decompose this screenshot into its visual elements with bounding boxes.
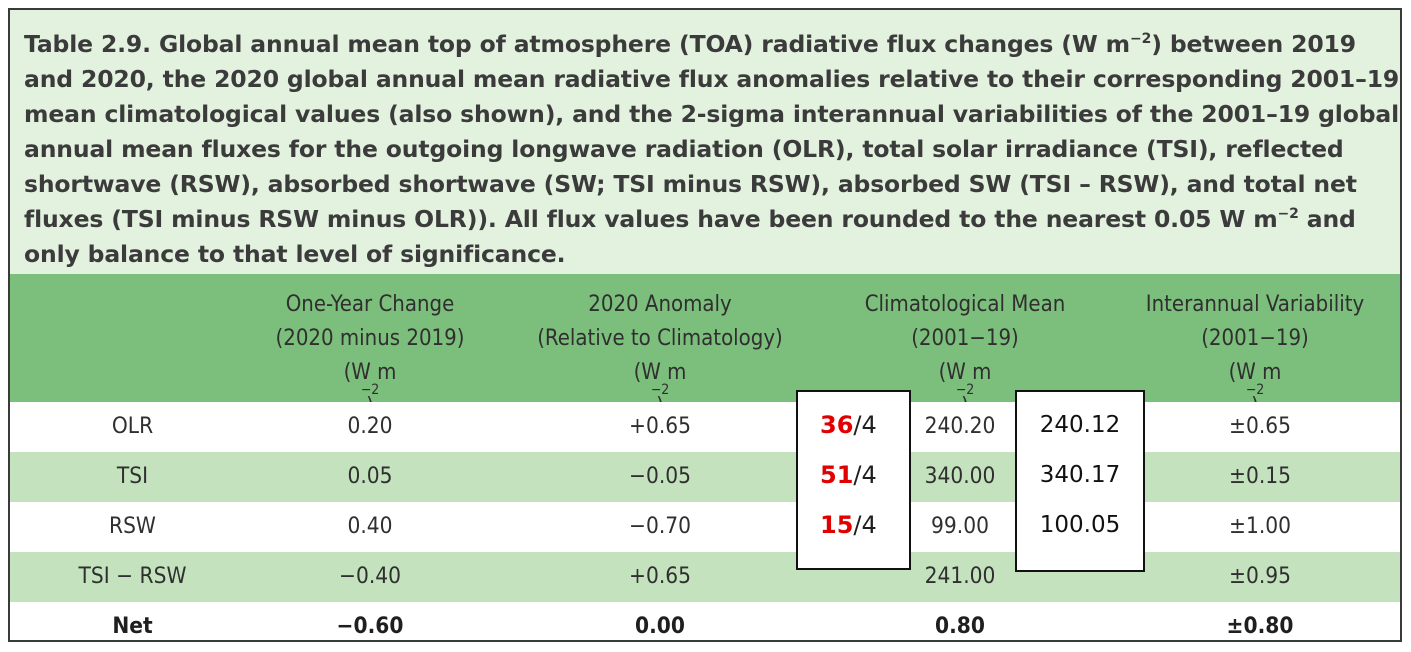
annotation-fraction: 15/4 bbox=[820, 511, 877, 539]
caption-line: only balance to that level of significan… bbox=[24, 240, 566, 268]
table-frame: Table 2.9. Global annual mean top of atm… bbox=[8, 8, 1402, 642]
cell-change: 0.05 bbox=[347, 464, 393, 489]
table-caption: Table 2.9. Global annual mean top of atm… bbox=[10, 10, 1400, 274]
cell-variability: ±0.95 bbox=[1228, 564, 1292, 589]
header-one-year-change: One-Year Change (2020 minus 2019) (W m −2… bbox=[220, 288, 520, 424]
annotation-denominator: /4 bbox=[853, 461, 877, 489]
caption-text: fluxes (TSI minus RSW minus OLR)). All f… bbox=[24, 205, 1278, 233]
table-row-net: Net −0.60 0.00 0.80 ±0.80 bbox=[10, 602, 1400, 640]
annotation-denominator: /4 bbox=[853, 411, 877, 439]
cell-anomaly: −0.70 bbox=[628, 514, 692, 539]
annotation-numerator: 51 bbox=[820, 461, 854, 489]
row-label: OLR bbox=[111, 414, 154, 439]
header-subtitle: (2001−19) bbox=[1201, 326, 1309, 351]
table-header: One-Year Change (2020 minus 2019) (W m −2… bbox=[10, 274, 1400, 419]
table-row-tsi-minus-rsw: TSI − RSW −0.40 +0.65 241.00 ±0.95 bbox=[10, 552, 1400, 602]
cell-variability: ±0.65 bbox=[1228, 414, 1292, 439]
cell-variability: ±0.80 bbox=[1226, 614, 1294, 639]
annotation-fraction: 51/4 bbox=[820, 461, 877, 489]
header-subtitle: (2001−19) bbox=[911, 326, 1019, 351]
caption-text: ) between 2019 bbox=[1151, 30, 1356, 58]
cell-mean: 99.00 bbox=[931, 514, 989, 539]
cell-change: −0.60 bbox=[336, 614, 404, 639]
annotation-handwritten-box: 240.12 340.17 100.05 bbox=[1015, 390, 1145, 572]
units-text: (W m bbox=[938, 360, 992, 385]
row-label: Net bbox=[112, 614, 153, 639]
annotation-value: 340.17 bbox=[1039, 462, 1121, 488]
cell-mean: 0.80 bbox=[935, 614, 985, 639]
caption-superscript: −2 bbox=[1130, 31, 1152, 47]
caption-text: Table 2.9. Global annual mean top of atm… bbox=[24, 30, 1131, 58]
cell-mean: 240.20 bbox=[924, 414, 996, 439]
cell-change: 0.20 bbox=[347, 414, 393, 439]
caption-line: fluxes (TSI minus RSW minus OLR)). All f… bbox=[24, 202, 1386, 237]
caption-text: and bbox=[1298, 205, 1356, 233]
annotation-numerator: 36 bbox=[820, 411, 854, 439]
annotation-fraction: 36/4 bbox=[820, 411, 877, 439]
cell-anomaly: 0.00 bbox=[635, 614, 685, 639]
table-row-olr: OLR 0.20 +0.65 240.20 ±0.65 bbox=[10, 402, 1400, 452]
caption-line: Table 2.9. Global annual mean top of atm… bbox=[24, 27, 1386, 62]
row-label: TSI bbox=[116, 464, 149, 489]
annotation-value: 100.05 bbox=[1039, 512, 1121, 538]
units-text: (W m bbox=[343, 360, 397, 385]
row-label: TSI − RSW bbox=[78, 564, 187, 589]
table-row-tsi: TSI 0.05 −0.05 340.00 ±0.15 bbox=[10, 452, 1400, 502]
header-subtitle: (2020 minus 2019) bbox=[275, 326, 465, 351]
cell-anomaly: −0.05 bbox=[628, 464, 692, 489]
cell-mean: 241.00 bbox=[924, 564, 996, 589]
cell-change: 0.40 bbox=[347, 514, 393, 539]
annotation-numerator: 15 bbox=[820, 511, 854, 539]
cell-variability: ±1.00 bbox=[1228, 514, 1292, 539]
header-interannual-variability: Interannual Variability (2001−19) (W m −2… bbox=[1110, 288, 1400, 424]
header-title: Climatological Mean bbox=[864, 292, 1066, 317]
annotation-denominator: /4 bbox=[853, 511, 877, 539]
header-climatological-mean: Climatological Mean (2001−19) (W m−2) bbox=[820, 288, 1110, 424]
caption-line: and 2020, the 2020 global annual mean ra… bbox=[24, 65, 1400, 93]
header-title: Interannual Variability bbox=[1145, 292, 1365, 317]
table-row-rsw: RSW 0.40 −0.70 99.00 ±1.00 bbox=[10, 502, 1400, 552]
cell-change: −0.40 bbox=[338, 564, 402, 589]
header-subtitle: (Relative to Climatology) bbox=[537, 326, 783, 351]
header-title: One-Year Change bbox=[285, 292, 455, 317]
cell-variability: ±0.15 bbox=[1228, 464, 1292, 489]
caption-line: shortwave (RSW), absorbed shortwave (SW;… bbox=[24, 170, 1357, 198]
caption-line: mean climatological values (also shown),… bbox=[24, 100, 1399, 128]
annotation-fraction-box: 36/4 51/4 15/4 bbox=[796, 390, 911, 570]
units-text: (W m bbox=[1228, 360, 1282, 385]
row-label: RSW bbox=[109, 514, 156, 539]
caption-line: annual mean fluxes for the outgoing long… bbox=[24, 135, 1344, 163]
cell-anomaly: +0.65 bbox=[628, 564, 692, 589]
header-title: 2020 Anomaly bbox=[588, 292, 732, 317]
units-text: (W m bbox=[633, 360, 687, 385]
caption-superscript: −2 bbox=[1277, 206, 1299, 222]
cell-anomaly: +0.65 bbox=[628, 414, 692, 439]
cell-mean: 340.00 bbox=[924, 464, 996, 489]
annotation-value: 240.12 bbox=[1039, 412, 1121, 438]
